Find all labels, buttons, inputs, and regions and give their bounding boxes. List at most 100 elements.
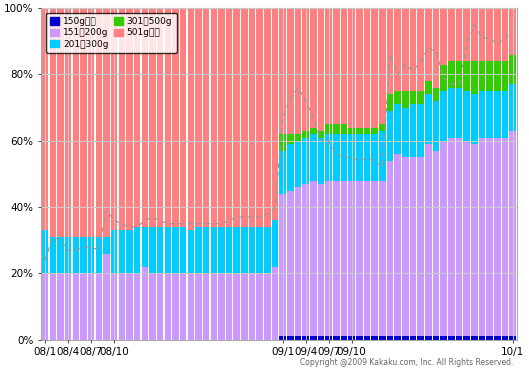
- Bar: [387, 94, 393, 111]
- Bar: [165, 227, 171, 273]
- Bar: [433, 151, 439, 337]
- Bar: [471, 61, 478, 94]
- Text: Copyright @2009 Kakaku.com, Inc. All Rights Reserved.: Copyright @2009 Kakaku.com, Inc. All Rig…: [300, 358, 513, 367]
- Bar: [364, 134, 370, 180]
- Bar: [233, 227, 240, 273]
- Bar: [494, 8, 500, 61]
- Bar: [463, 8, 470, 61]
- Bar: [441, 8, 447, 65]
- Bar: [165, 8, 171, 227]
- Bar: [88, 273, 94, 340]
- Bar: [356, 134, 363, 180]
- Bar: [72, 273, 79, 340]
- Bar: [441, 91, 447, 141]
- Bar: [303, 8, 309, 131]
- Bar: [333, 134, 340, 180]
- Bar: [356, 180, 363, 337]
- Bar: [479, 138, 485, 337]
- Bar: [287, 144, 294, 190]
- Bar: [111, 230, 117, 273]
- Bar: [325, 134, 332, 180]
- Bar: [103, 237, 110, 254]
- Bar: [471, 144, 478, 337]
- Bar: [172, 273, 179, 340]
- Bar: [441, 141, 447, 337]
- Bar: [310, 337, 317, 340]
- Bar: [502, 8, 508, 61]
- Bar: [395, 337, 401, 340]
- Bar: [425, 94, 432, 144]
- Bar: [417, 158, 424, 337]
- Bar: [379, 5, 386, 124]
- Bar: [502, 61, 508, 91]
- Bar: [187, 273, 194, 340]
- Bar: [80, 8, 87, 237]
- Bar: [241, 227, 248, 273]
- Bar: [96, 237, 102, 273]
- Bar: [471, 94, 478, 144]
- Bar: [172, 227, 179, 273]
- Bar: [471, 337, 478, 340]
- Bar: [287, 190, 294, 337]
- Bar: [494, 138, 500, 337]
- Bar: [410, 104, 416, 158]
- Bar: [272, 220, 278, 267]
- Bar: [310, 128, 317, 134]
- Bar: [425, 144, 432, 337]
- Bar: [118, 273, 125, 340]
- Bar: [448, 88, 454, 138]
- Bar: [341, 8, 348, 124]
- Bar: [157, 227, 163, 273]
- Bar: [103, 8, 110, 237]
- Bar: [395, 8, 401, 91]
- Bar: [211, 273, 217, 340]
- Bar: [402, 108, 408, 158]
- Bar: [364, 128, 370, 134]
- Bar: [356, 8, 363, 128]
- Bar: [333, 124, 340, 134]
- Bar: [341, 337, 348, 340]
- Bar: [111, 8, 117, 230]
- Bar: [233, 8, 240, 227]
- Bar: [402, 337, 408, 340]
- Bar: [303, 138, 309, 184]
- Bar: [279, 8, 286, 134]
- Bar: [371, 8, 378, 128]
- Bar: [264, 273, 271, 340]
- Bar: [249, 8, 256, 227]
- Bar: [487, 138, 493, 337]
- Bar: [479, 5, 485, 61]
- Bar: [57, 8, 63, 237]
- Bar: [287, 8, 294, 134]
- Bar: [295, 187, 302, 337]
- Bar: [487, 91, 493, 138]
- Bar: [103, 254, 110, 340]
- Bar: [295, 8, 302, 134]
- Bar: [72, 8, 79, 237]
- Bar: [433, 337, 439, 340]
- Bar: [218, 8, 225, 227]
- Bar: [417, 91, 424, 104]
- Bar: [149, 273, 156, 340]
- Bar: [402, 8, 408, 91]
- Bar: [257, 227, 263, 273]
- Bar: [379, 180, 386, 337]
- Bar: [187, 8, 194, 230]
- Bar: [371, 337, 378, 340]
- Bar: [395, 154, 401, 337]
- Bar: [387, 8, 393, 94]
- Bar: [126, 8, 133, 230]
- Bar: [371, 134, 378, 180]
- Bar: [325, 180, 332, 337]
- Bar: [257, 273, 263, 340]
- Bar: [165, 273, 171, 340]
- Bar: [111, 273, 117, 340]
- Bar: [195, 227, 202, 273]
- Bar: [325, 8, 332, 124]
- Bar: [134, 227, 140, 273]
- Bar: [448, 8, 454, 61]
- Bar: [402, 158, 408, 337]
- Bar: [417, 337, 424, 340]
- Bar: [249, 227, 256, 273]
- Bar: [410, 8, 416, 91]
